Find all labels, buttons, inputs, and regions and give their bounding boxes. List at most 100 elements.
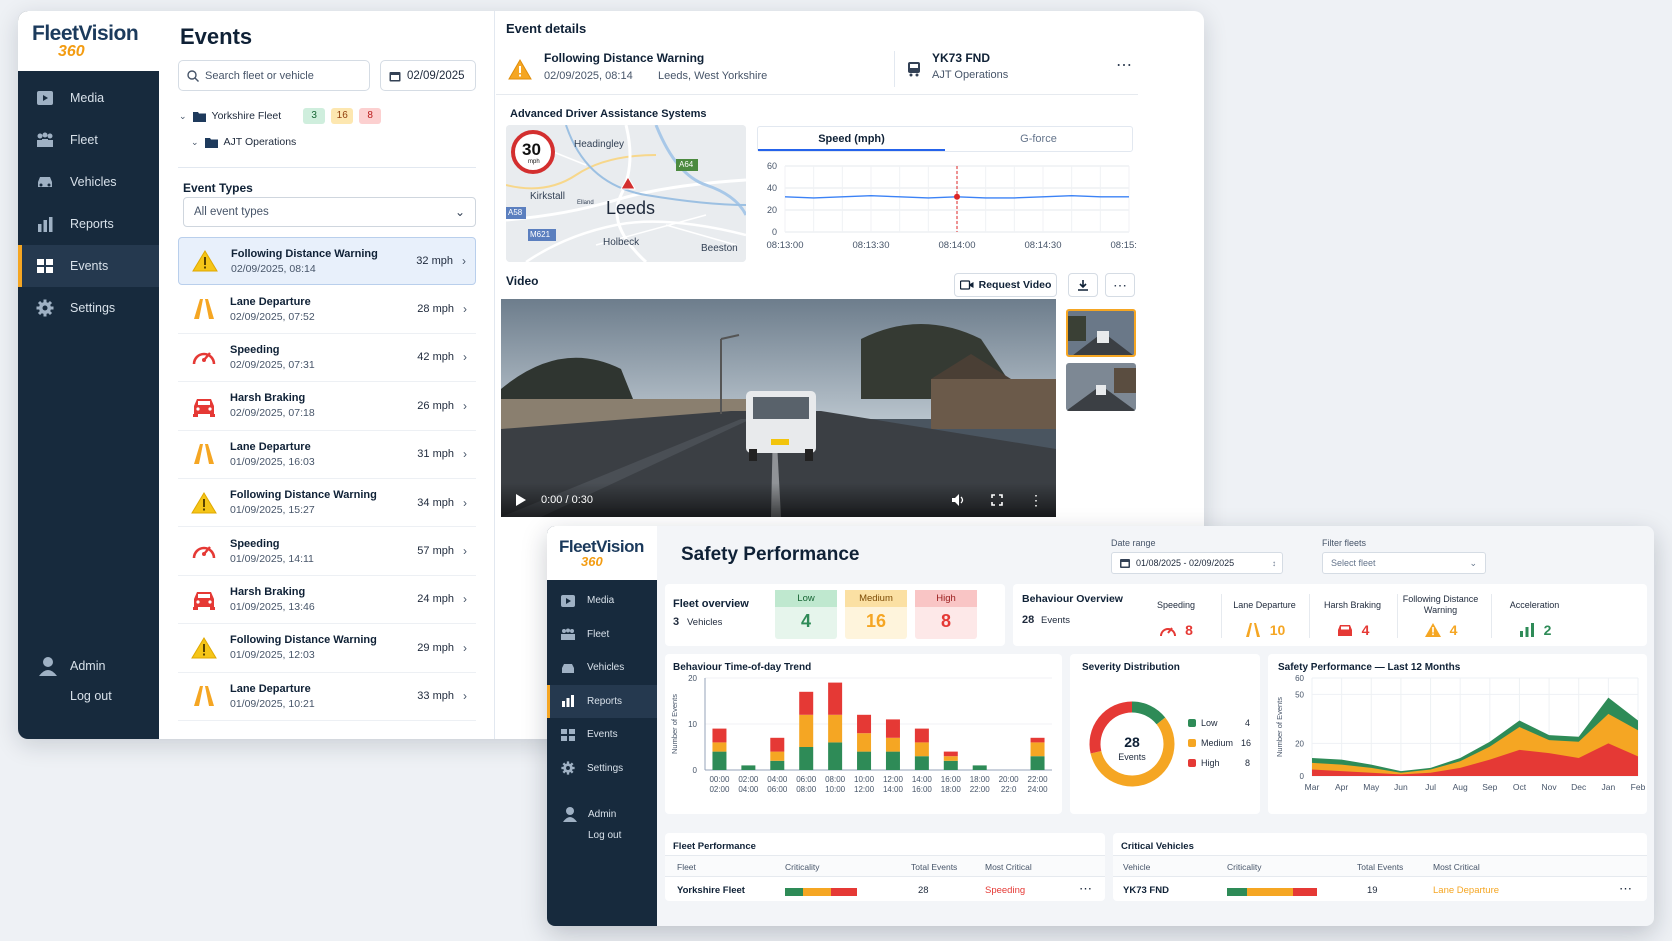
volume-icon[interactable] bbox=[951, 493, 967, 507]
legend-label: Medium bbox=[1201, 738, 1234, 748]
vehicle-reg[interactable]: YK73 FND bbox=[1123, 885, 1169, 896]
tab-gforce[interactable]: G-force bbox=[1020, 133, 1057, 145]
admin-user[interactable]: Admin bbox=[562, 806, 616, 822]
event-row[interactable]: Harsh Braking 01/09/2025, 13:46 24 mph › bbox=[178, 576, 476, 625]
sidebar-item-vehicles[interactable]: Vehicles bbox=[18, 161, 159, 203]
legend-label: High bbox=[1201, 758, 1220, 768]
fullscreen-icon[interactable] bbox=[991, 494, 1003, 506]
behaviour-item: Harsh Braking 4 bbox=[1309, 594, 1395, 638]
sidebar-item-fleet[interactable]: Fleet bbox=[547, 618, 657, 652]
x-tick-label: 04:00 bbox=[738, 785, 759, 794]
x-tick-label: 10:00 bbox=[854, 775, 875, 784]
more-options-button[interactable]: ⋯ bbox=[1116, 57, 1133, 74]
event-type-icon bbox=[190, 296, 218, 322]
bar-segment bbox=[799, 747, 814, 770]
high-count-badge: 8 bbox=[359, 108, 382, 124]
lane-departure-icon bbox=[194, 299, 214, 320]
row-more-button[interactable]: ⋯ bbox=[1619, 881, 1632, 896]
chevron-right-icon: › bbox=[463, 544, 467, 559]
event-row[interactable]: Lane Departure 01/09/2025, 16:03 31 mph › bbox=[178, 431, 476, 479]
event-text: Lane Departure 01/09/2025, 10:21 bbox=[230, 683, 402, 710]
filter-fleets-select[interactable]: Select fleet ⌄ bbox=[1322, 552, 1486, 574]
event-row[interactable]: Following Distance Warning 01/09/2025, 15… bbox=[178, 479, 476, 528]
search-input[interactable]: Search fleet or vehicle bbox=[178, 60, 370, 91]
video-more-button[interactable]: ⋯ bbox=[1105, 273, 1135, 297]
x-tick-label: 08:14:30 bbox=[1025, 240, 1062, 251]
sidebar-item-vehicles[interactable]: Vehicles bbox=[547, 651, 657, 685]
video-thumbnail-2[interactable] bbox=[1066, 363, 1136, 411]
x-tick-label: Jul bbox=[1425, 782, 1436, 792]
event-speed: 33 mph bbox=[417, 690, 454, 703]
event-type-icon bbox=[190, 538, 218, 564]
admin-user[interactable]: Admin bbox=[38, 656, 105, 676]
event-row[interactable]: Speeding 02/09/2025, 07:31 42 mph › bbox=[178, 334, 476, 383]
video-thumbnail-1[interactable] bbox=[1066, 309, 1136, 357]
sidebar-item-fleet[interactable]: Fleet bbox=[18, 119, 159, 161]
event-title: Speeding bbox=[230, 537, 280, 550]
sidebar-item-media[interactable]: Media bbox=[547, 584, 657, 618]
download-button[interactable] bbox=[1068, 273, 1098, 297]
request-video-button[interactable]: Request Video bbox=[954, 273, 1057, 297]
chevron-right-icon: › bbox=[463, 640, 467, 655]
tree-subfleet[interactable]: ⌄ AJT Operations bbox=[191, 136, 296, 148]
map-label-a58: A58 bbox=[508, 208, 523, 217]
filter-fleets-label: Filter fleets bbox=[1322, 538, 1367, 548]
bar-segment bbox=[885, 751, 900, 770]
event-date: 01/09/2025, 12:03 bbox=[230, 649, 315, 662]
video-menu-icon[interactable]: ⋮ bbox=[1029, 491, 1043, 508]
logo-name: FleetVision bbox=[559, 537, 644, 556]
event-speed: 29 mph bbox=[417, 641, 454, 654]
bar-segment bbox=[972, 765, 987, 770]
user-icon bbox=[39, 657, 57, 676]
x-tick-label: Apr bbox=[1335, 782, 1348, 792]
date-picker[interactable]: 02/09/2025 bbox=[380, 60, 476, 91]
event-map[interactable]: 30 mph Headingley Kirkstall Leeds Holbec… bbox=[506, 125, 746, 262]
event-types-select[interactable]: All event types ⌄ bbox=[183, 197, 476, 227]
map-label-leeds: Leeds bbox=[606, 198, 656, 218]
sidebar: FleetVision 360 Media Fleet Vehicles Rep… bbox=[547, 526, 657, 926]
logout-link[interactable]: Log out bbox=[588, 830, 622, 841]
sidebar-item-media[interactable]: Media bbox=[18, 77, 159, 119]
gear-icon bbox=[34, 299, 56, 317]
bar-segment bbox=[943, 760, 958, 770]
sidebar-item-settings[interactable]: Settings bbox=[547, 752, 657, 786]
sidebar-item-events[interactable]: Events bbox=[547, 718, 657, 752]
sidebar-item-events[interactable]: Events bbox=[18, 245, 159, 287]
bar-segment bbox=[943, 756, 958, 761]
fleet-name[interactable]: Yorkshire Fleet bbox=[677, 885, 745, 896]
column-header: Criticality bbox=[785, 862, 820, 872]
x-tick-label: 14:00 bbox=[883, 785, 904, 794]
logo: FleetVision 360 bbox=[547, 526, 657, 580]
logout-link[interactable]: Log out bbox=[70, 689, 112, 703]
sidebar-item-reports[interactable]: Reports bbox=[547, 684, 657, 718]
event-speed: 57 mph bbox=[417, 545, 454, 558]
x-tick-label: 10:00 bbox=[825, 785, 846, 794]
row-more-button[interactable]: ⋯ bbox=[1079, 881, 1092, 896]
tree-fleet[interactable]: ⌄ Yorkshire Fleet 3 16 8 bbox=[179, 108, 382, 124]
date-range-picker[interactable]: 01/08/2025 - 02/09/2025 ↕ bbox=[1111, 552, 1283, 574]
event-date: 02/09/2025, 07:31 bbox=[230, 358, 315, 371]
event-row[interactable]: Lane Departure 02/09/2025, 07:52 28 mph › bbox=[178, 285, 476, 334]
event-row[interactable]: Lane Departure 01/09/2025, 10:21 33 mph › bbox=[178, 673, 476, 721]
event-type-icon bbox=[190, 344, 218, 370]
event-row[interactable]: Speeding 01/09/2025, 14:11 57 mph › bbox=[178, 527, 476, 576]
y-tick-label: 20 bbox=[767, 205, 777, 215]
event-row[interactable]: Following Distance Warning 02/09/2025, 08… bbox=[178, 237, 476, 286]
sidebar-item-settings[interactable]: Settings bbox=[18, 287, 159, 329]
calendar-icon bbox=[389, 71, 401, 81]
medium-count-badge: 16 bbox=[331, 108, 354, 124]
video-player[interactable]: 0:00 / 0:30 ⋮ bbox=[501, 299, 1056, 517]
y-tick-label: 60 bbox=[1295, 674, 1304, 683]
vehicle-icon bbox=[560, 661, 576, 675]
sidebar-item-reports[interactable]: Reports bbox=[18, 203, 159, 245]
date-range-value: 01/08/2025 - 02/09/2025 bbox=[1136, 558, 1235, 568]
event-row[interactable]: Harsh Braking 02/09/2025, 07:18 26 mph › bbox=[178, 382, 476, 431]
event-type-icon bbox=[190, 490, 218, 516]
event-row[interactable]: Following Distance Warning 01/09/2025, 12… bbox=[178, 624, 476, 673]
play-icon[interactable] bbox=[515, 493, 527, 507]
tab-speed[interactable]: Speed (mph) bbox=[758, 127, 945, 151]
donut-slice bbox=[1131, 701, 1166, 725]
column-header: Vehicle bbox=[1123, 862, 1151, 872]
media-icon bbox=[560, 594, 576, 608]
event-title: Following Distance Warning bbox=[544, 51, 705, 65]
